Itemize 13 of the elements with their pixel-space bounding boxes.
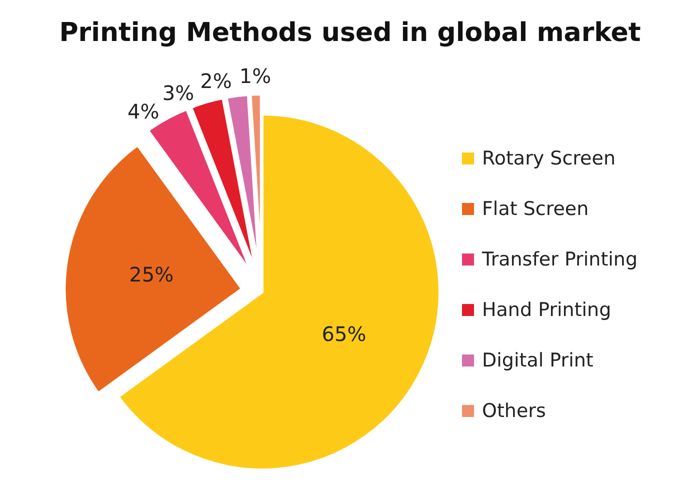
- data-label: 25%: [129, 262, 174, 286]
- data-label: 4%: [128, 99, 160, 124]
- data-label: 1%: [239, 64, 272, 88]
- legend-label: Rotary Screen: [482, 148, 616, 170]
- legend-label: Digital Print: [482, 350, 594, 372]
- legend-label: Flat Screen: [482, 198, 589, 220]
- legend-label: Hand Printing: [482, 299, 612, 321]
- legend-label: Others: [482, 400, 546, 422]
- data-label: 65%: [322, 322, 366, 346]
- chart-title: Printing Methods used in global market: [59, 18, 641, 48]
- data-label: 2%: [200, 68, 232, 93]
- legend-label: Transfer Printing: [481, 248, 638, 270]
- data-label: 3%: [162, 80, 194, 105]
